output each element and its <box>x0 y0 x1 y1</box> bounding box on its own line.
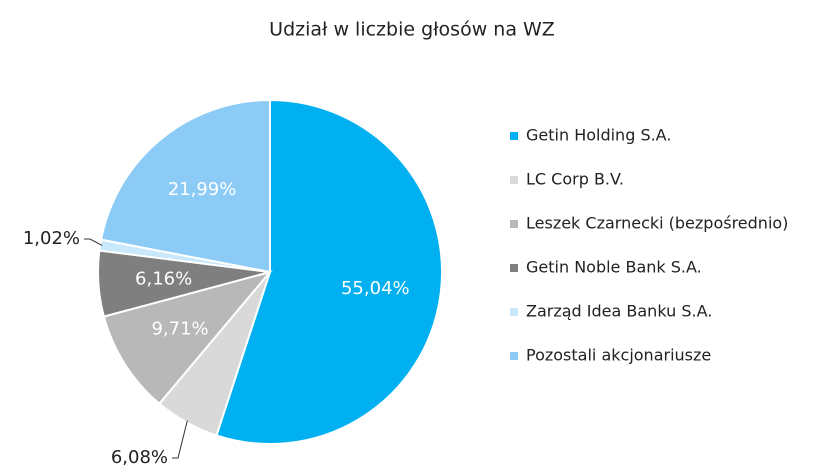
data-label: 9,71% <box>151 318 208 339</box>
legend-label: Zarząd Idea Banku S.A. <box>526 302 712 321</box>
data-label: 6,08% <box>111 447 168 468</box>
pie-slice <box>102 270 273 406</box>
legend-swatch <box>510 352 518 360</box>
legend-swatch <box>510 220 518 228</box>
pie-slice <box>215 98 443 445</box>
chart-title: Udział w liczbie głosów na WZ <box>269 19 555 41</box>
legend-swatch <box>510 308 518 316</box>
data-label: 1,02% <box>23 228 80 249</box>
legend-swatch <box>510 176 518 184</box>
legend-label: LC Corp B.V. <box>526 170 624 189</box>
data-label: 55,04% <box>341 278 410 299</box>
legend-swatch <box>510 264 518 272</box>
pie-slice <box>99 98 271 274</box>
leader-line <box>84 238 103 246</box>
legend-label: Getin Noble Bank S.A. <box>526 258 702 277</box>
leader-line <box>172 420 188 459</box>
legend-label: Pozostali akcjonariusze <box>526 346 711 365</box>
legend-label: Getin Holding S.A. <box>526 126 671 145</box>
legend-swatch <box>510 132 518 140</box>
data-label: 6,16% <box>135 268 192 289</box>
legend-label: Leszek Czarnecki (bezpośrednio) <box>526 214 788 233</box>
data-label: 21,99% <box>168 179 237 200</box>
